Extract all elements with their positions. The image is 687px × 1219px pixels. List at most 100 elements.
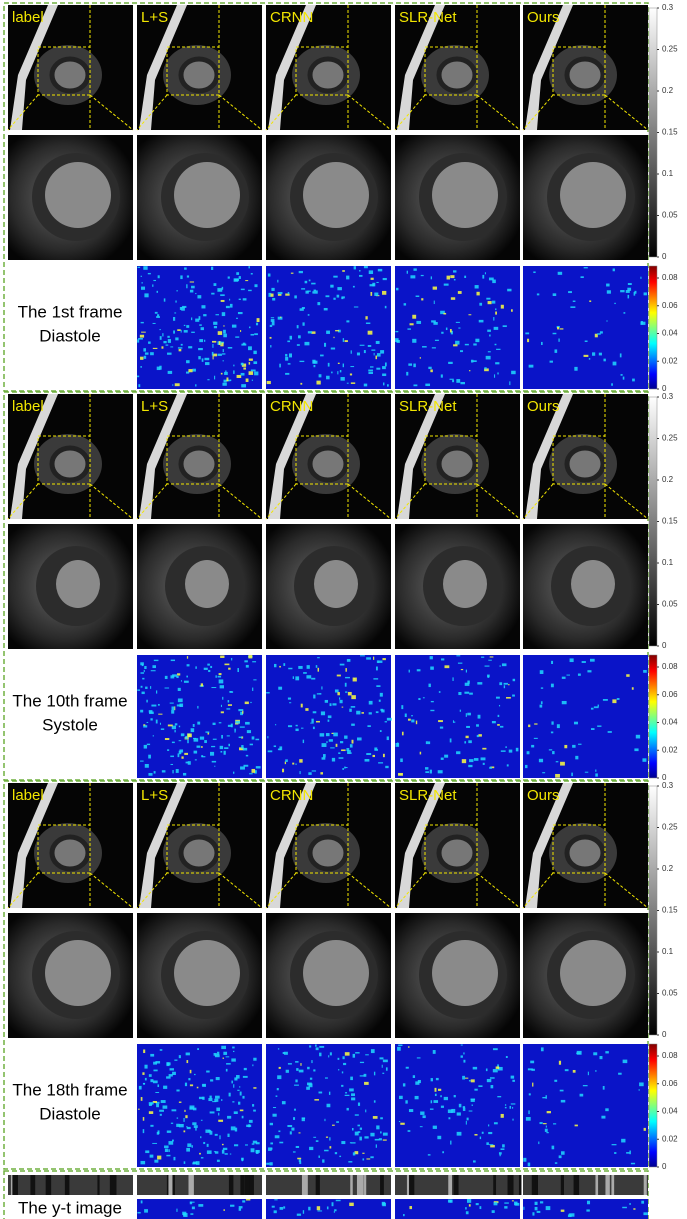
- error-speck: [601, 1115, 606, 1119]
- error-speck: [329, 1146, 332, 1149]
- error-speck: [304, 341, 310, 346]
- error-speck: [538, 1141, 540, 1145]
- error-speck: [359, 269, 361, 272]
- colorbar-tick-label: 0.25: [662, 823, 678, 832]
- error-speck: [157, 314, 160, 317]
- error-speck: [156, 316, 160, 318]
- error-speck: [268, 292, 272, 297]
- error-speck: [212, 353, 218, 357]
- error-speck: [255, 1149, 260, 1153]
- error-speck: [406, 371, 409, 376]
- error-speck: [551, 721, 554, 725]
- error-speck: [222, 1057, 225, 1059]
- yt-stripe: [228, 1175, 234, 1195]
- error-speck: [240, 329, 242, 333]
- error-speck: [612, 699, 617, 704]
- error-speck: [351, 695, 356, 700]
- error-speck: [554, 349, 558, 353]
- error-speck: [468, 1110, 473, 1112]
- error-speck: [179, 307, 182, 310]
- error-speck: [213, 325, 218, 329]
- error-speck: [334, 1209, 337, 1212]
- error-speck: [331, 1202, 334, 1207]
- error-speck: [210, 1079, 214, 1082]
- chest-wall: [525, 783, 573, 908]
- error-speck: [269, 324, 273, 327]
- error-speck: [595, 1070, 597, 1072]
- error-speck: [433, 300, 435, 305]
- error-speck: [367, 725, 371, 728]
- error-speck: [337, 329, 341, 333]
- error-speck: [195, 318, 200, 322]
- error-speck: [317, 657, 320, 659]
- error-speck: [539, 670, 544, 674]
- error-speck: [586, 1200, 591, 1205]
- error-speck: [359, 1136, 362, 1141]
- error-speck: [439, 726, 444, 729]
- error-speck: [223, 1051, 228, 1055]
- error-speck: [329, 1052, 332, 1056]
- error-speck: [473, 343, 477, 346]
- error-speck: [556, 724, 560, 729]
- error-speck: [450, 297, 456, 300]
- error-speck: [277, 292, 283, 295]
- error-speck: [223, 379, 227, 383]
- error-speck: [431, 320, 436, 323]
- error-speck: [370, 1156, 374, 1159]
- error-speck: [171, 741, 175, 744]
- error-speck: [493, 326, 499, 330]
- error-speck: [219, 745, 224, 750]
- error-speck: [186, 1126, 191, 1130]
- error-speck: [399, 1095, 403, 1100]
- error-speck: [606, 290, 611, 294]
- error-speck: [244, 660, 248, 663]
- error-speck: [298, 1069, 304, 1073]
- error-speck: [255, 738, 260, 741]
- error-speck: [172, 1071, 176, 1076]
- error-speck: [215, 1095, 220, 1099]
- error-speck: [212, 722, 216, 725]
- error-speck: [221, 286, 224, 290]
- error-speck: [366, 753, 372, 756]
- error-speck: [512, 1079, 515, 1082]
- error-speck: [201, 756, 206, 758]
- error-speck: [590, 707, 594, 710]
- error-speck: [333, 1211, 336, 1213]
- yt-caption: The y-t image: [18, 1198, 122, 1217]
- zoom-line: [7, 94, 39, 131]
- ventricle: [432, 162, 498, 228]
- column-label: label: [12, 398, 44, 415]
- error-map: [523, 1044, 648, 1167]
- error-speck: [466, 1117, 469, 1121]
- error-speck: [240, 288, 245, 291]
- error-speck: [411, 715, 413, 717]
- error-speck: [453, 1095, 456, 1098]
- error-speck: [307, 314, 310, 316]
- error-speck: [382, 658, 386, 661]
- error-speck: [495, 308, 497, 311]
- error-speck: [301, 727, 304, 729]
- error-speck: [272, 1113, 277, 1117]
- error-speck: [140, 709, 144, 713]
- error-speck: [183, 324, 186, 327]
- error-speck: [339, 663, 345, 666]
- error-speck: [189, 281, 195, 283]
- error-speck: [218, 341, 221, 345]
- error-speck: [357, 1131, 361, 1133]
- error-speck: [369, 284, 375, 287]
- error-speck: [364, 1136, 369, 1139]
- error-speck: [309, 1146, 314, 1151]
- error-speck: [212, 340, 217, 343]
- error-speck: [186, 656, 189, 659]
- heart-ring: [49, 56, 91, 94]
- error-speck: [212, 738, 217, 740]
- error-speck: [248, 362, 251, 365]
- error-speck: [240, 711, 243, 716]
- error-speck: [195, 1161, 200, 1165]
- error-speck: [425, 767, 429, 770]
- yt-stripe: [406, 1175, 410, 1195]
- error-speck: [376, 353, 381, 357]
- column-label: SLR-Net: [399, 787, 457, 804]
- error-speck: [251, 736, 255, 740]
- colorbar-tick-label: 0.2: [662, 864, 674, 873]
